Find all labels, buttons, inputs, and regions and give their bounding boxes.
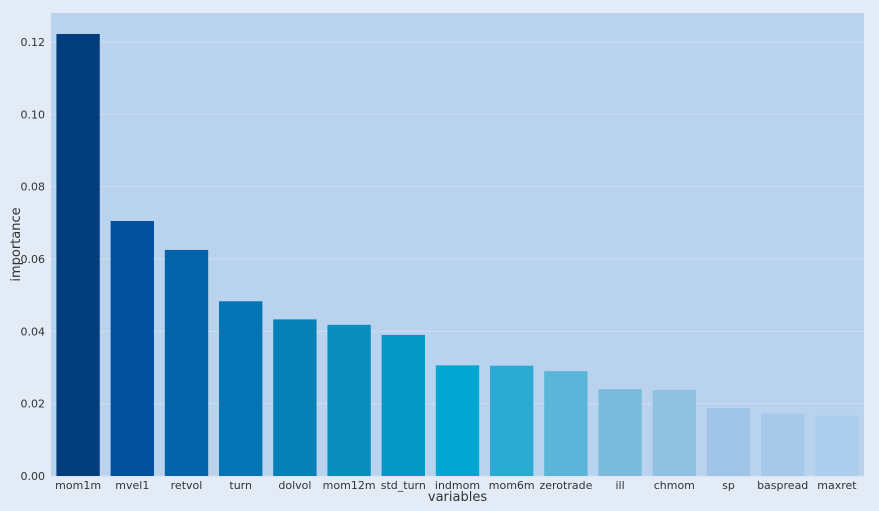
- y-tick-label: 0.04: [21, 325, 46, 338]
- x-tick-label: baspread: [757, 479, 808, 492]
- bar-zerotrade: [544, 371, 588, 476]
- bar-mom1m: [56, 33, 100, 477]
- bar-indmom: [435, 365, 480, 476]
- bar-baspread: [761, 413, 805, 476]
- x-tick-label: zerotrade: [539, 479, 592, 492]
- bar-mom6m: [490, 365, 534, 476]
- x-tick-label: dolvol: [278, 479, 311, 492]
- x-tick-label: maxret: [817, 479, 857, 492]
- y-tick-label: 0.12: [21, 36, 46, 49]
- x-tick-label: mom12m: [323, 479, 376, 492]
- x-tick-label: mvel1: [115, 479, 149, 492]
- bar-mvel1: [110, 220, 154, 476]
- bar-turn: [219, 301, 263, 476]
- x-tick-label: indmom: [435, 479, 480, 492]
- y-tick-label: 0.06: [21, 253, 46, 266]
- y-tick-label: 0.02: [21, 398, 46, 411]
- x-tick-label: mom6m: [489, 479, 535, 492]
- x-tick-label: ill: [616, 479, 625, 492]
- x-tick-label: turn: [229, 479, 252, 492]
- bar-std_turn: [381, 334, 425, 476]
- x-axis-label: variables: [428, 490, 487, 505]
- y-tick-label: 0.10: [21, 108, 46, 121]
- y-tick-label: 0.08: [21, 181, 46, 194]
- bar-dolvol: [273, 319, 317, 476]
- bar-sp: [706, 407, 751, 476]
- x-axis-ticks: mom1m mvel1 retvol turn dolvol mom12m std_turn…: [55, 479, 857, 492]
- x-tick-label: sp: [722, 479, 735, 492]
- y-axis-label: importance: [9, 207, 24, 281]
- x-tick-label: retvol: [171, 479, 203, 492]
- x-tick-label: std_turn: [381, 479, 426, 492]
- bar-maxret: [815, 415, 859, 476]
- x-tick-label: chmom: [654, 479, 695, 492]
- bars: [56, 33, 859, 477]
- bar-mom12m: [327, 324, 371, 476]
- y-axis-ticks: 0.00 0.02 0.04 0.06 0.08 0.10 0.12: [21, 36, 46, 483]
- y-tick-label: 0.00: [21, 470, 46, 483]
- bar-retvol: [164, 249, 209, 476]
- bar-chmom: [652, 389, 696, 476]
- bar-ill: [598, 389, 642, 476]
- x-tick-label: mom1m: [55, 479, 101, 492]
